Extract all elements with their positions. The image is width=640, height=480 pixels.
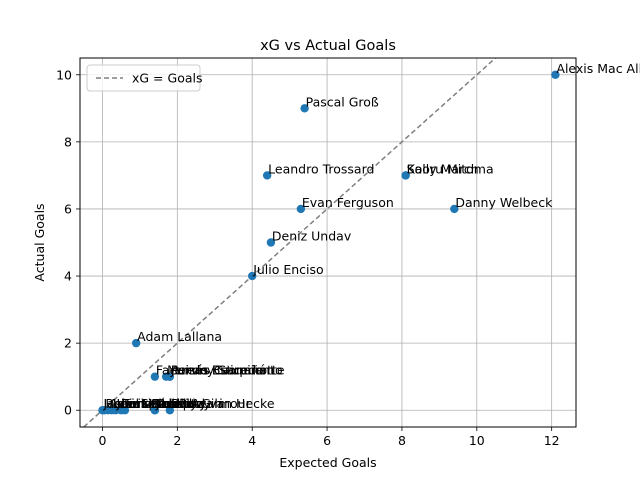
data-point-label: Billy Gilmour (171, 396, 252, 411)
y-tick-label: 10 (56, 67, 72, 82)
y-tick-label: 2 (64, 336, 72, 351)
x-tick-label: 8 (398, 433, 406, 448)
data-point-label: Jeremy Sarmiento (170, 363, 283, 378)
data-point-label: Robert Sánchez (105, 396, 203, 411)
data-point-label: Alexis Mac Allister (556, 61, 640, 76)
data-point (150, 372, 160, 381)
data-point-label: Kaoru Mitoma (407, 161, 494, 176)
y-tick-label: 4 (64, 269, 72, 284)
data-point (120, 406, 130, 415)
data-point (300, 104, 309, 113)
data-point-label: Levi Colwill (126, 396, 196, 411)
data-point-label: Joël Veltman (116, 396, 195, 411)
data-point (247, 271, 257, 281)
data-point (131, 338, 141, 348)
data-point (165, 372, 175, 381)
point-labels: Alexis Mac Allister Pascal Groß Leandro Tr… (102, 61, 640, 411)
plot-area (80, 58, 576, 427)
x-tick-label: 0 (98, 433, 106, 448)
data-points (98, 70, 560, 415)
chart-title: xG vs Actual Goals (260, 38, 396, 54)
data-point-label: Jan Paul van Hecke (155, 396, 275, 411)
data-point-label: Pervis Estupiñán (171, 363, 274, 378)
data-point-label: Jason Steele (102, 396, 180, 411)
data-point-label: Facundo Buonanotte (156, 363, 285, 378)
axis-ticks: 0 2 4 6 8 10 12 0 2 4 6 8 10 (56, 67, 560, 448)
x-tick-label: 4 (248, 433, 256, 448)
reference-line-group (83, 57, 497, 428)
data-point-label: Adam Lallana (137, 329, 222, 344)
data-point-label: Tariq Lamptey (121, 396, 211, 411)
data-point (165, 406, 175, 415)
data-point-label: Moisés Caicedo (167, 363, 264, 378)
data-point-label: Danny Welbeck (455, 195, 553, 210)
x-tick-label: 2 (173, 433, 181, 448)
data-point (401, 171, 410, 180)
legend-box (86, 64, 201, 92)
data-point-label: Deniz Undav (272, 229, 352, 244)
data-point-label: Solly March (407, 161, 479, 176)
y-tick-label: 0 (64, 403, 72, 418)
data-point (266, 238, 276, 247)
y-tick-label: 6 (64, 201, 72, 216)
legend-entry-label: xG = Goals (132, 71, 202, 86)
data-point-label: Leandro Trossard (268, 161, 374, 176)
data-point (551, 70, 560, 79)
legend: xG = Goals (86, 64, 202, 92)
data-point-label: Julio Enciso (252, 262, 324, 277)
data-point-label: Evan Ferguson (302, 195, 394, 210)
data-point-label: Yasin Ayari (155, 396, 223, 411)
plot-frame (79, 57, 577, 428)
data-point-label: Lewis Dunk (113, 396, 185, 411)
x-tick-label: 10 (469, 433, 485, 448)
data-point (150, 406, 160, 415)
y-axis-label: Actual Goals (32, 203, 47, 281)
reference-line-xg-equals-goals (83, 57, 497, 428)
x-tick-label: 6 (323, 433, 331, 448)
data-point (262, 171, 272, 180)
data-point-label: Pascal Groß (306, 94, 379, 109)
data-point (296, 204, 306, 214)
data-point-label: Adam Webster (109, 396, 201, 411)
y-tick-label: 8 (64, 134, 72, 149)
x-axis-label: Expected Goals (279, 455, 376, 470)
x-tick-label: 12 (544, 433, 560, 448)
data-point (450, 204, 459, 214)
